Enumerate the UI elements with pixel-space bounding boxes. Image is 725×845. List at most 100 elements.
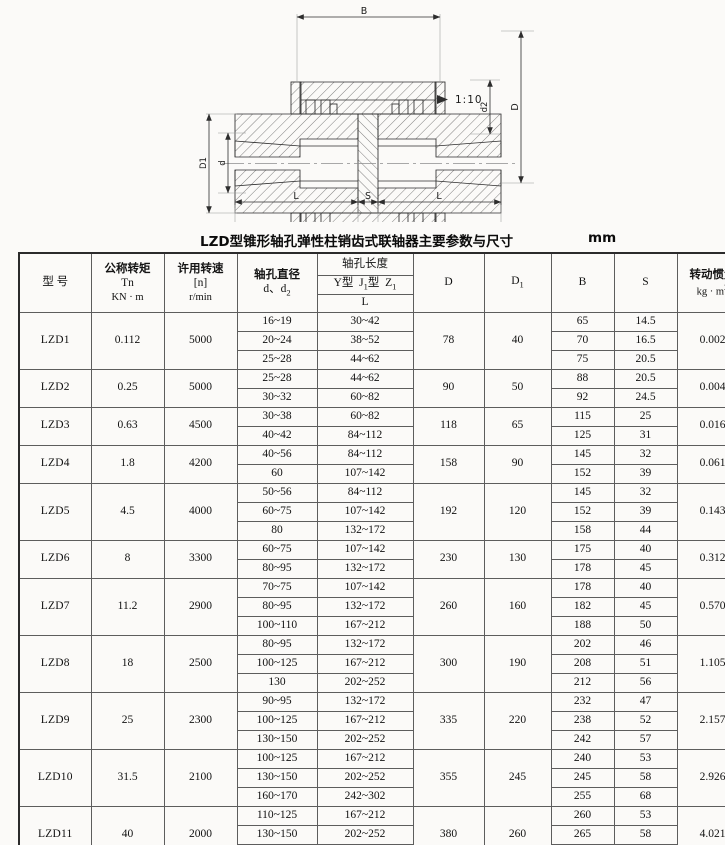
cell-B: 255 — [550, 786, 615, 807]
cell-S: 45 — [613, 558, 678, 579]
table-row: 100~110 167~212 188 50 — [19, 615, 725, 636]
cell-B: 70 — [550, 330, 615, 351]
cell-B: 158 — [550, 520, 615, 541]
cell-speed: 4500 — [163, 406, 238, 446]
cell-S: 57 — [613, 729, 678, 750]
cell-inertia: 0.570 — [676, 577, 725, 636]
cell-bore_L: 84~112 — [316, 425, 414, 446]
table-row: 100~125 167~212 238 52 — [19, 710, 725, 731]
cell-bore_L: 30~42 — [316, 311, 414, 332]
cell-torque: 40 — [90, 805, 165, 845]
cell-torque: 18 — [90, 634, 165, 693]
cell-torque: 0.63 — [90, 406, 165, 446]
header-speed-symbol: [n] — [193, 276, 208, 289]
table-row: 130~150 202~252 265 58 — [19, 824, 725, 845]
cell-bore_d: 130~150 — [236, 824, 318, 845]
table-row: LZD11 40 2000 110~125 167~212 380 260 260 53 4.02… — [18, 805, 725, 845]
cell-bore_d: 110~125 — [236, 805, 318, 826]
cell-B: 182 — [550, 596, 615, 617]
cell-torque: 25 — [90, 691, 165, 750]
cell-B: 88 — [550, 368, 615, 389]
cell-B: 212 — [550, 672, 615, 693]
cell-bore_d: 160~170 — [236, 786, 318, 807]
cell-S: 46 — [613, 634, 678, 655]
table-row: LZD7 11.2 2900 70~75 107~142 260 160 178 40 0.570… — [18, 577, 725, 636]
cell-bore_d: 80 — [236, 520, 318, 541]
cell-speed: 2300 — [163, 691, 238, 750]
cell-bore_L: 60~82 — [316, 387, 414, 408]
cell-model: LZD9 — [18, 691, 92, 750]
cell-B: 152 — [550, 463, 615, 484]
cell-S: 25 — [613, 406, 678, 427]
header-inertia-unit: kg · m2 — [696, 282, 725, 298]
cell-D: 230 — [412, 539, 485, 579]
cell-S: 24.5 — [613, 387, 678, 408]
cell-bore_d: 130~150 — [236, 729, 318, 750]
table-title-row: LZD型锥形轴孔弹性柱销齿式联轴器主要参数与尺寸 mm — [0, 228, 725, 250]
header-speed-unit: r/min — [189, 291, 212, 303]
cell-bore_d: 30~32 — [236, 387, 318, 408]
cell-D: 158 — [412, 444, 485, 484]
cell-D: 78 — [412, 311, 485, 370]
cell-B: 202 — [550, 634, 615, 655]
coupling-cross-section-drawing: B 1:10 D d2 D1 d L S L — [0, 0, 725, 222]
dimension-label-L-left: L — [293, 191, 299, 202]
cell-bore_d: 80~95 — [236, 596, 318, 617]
cell-D1: 50 — [483, 368, 552, 408]
cell-bore_L: 107~142 — [316, 463, 414, 484]
cell-inertia: 0.002 — [676, 311, 725, 370]
cell-speed: 2900 — [163, 577, 238, 636]
cell-S: 16.5 — [613, 330, 678, 351]
cell-bore_L: 107~142 — [316, 539, 414, 560]
cell-B: 178 — [550, 558, 615, 579]
header-bore-diameter-cn: 轴孔直径 — [254, 267, 300, 282]
cell-B: 145 — [550, 444, 615, 465]
cell-bore_d: 60~75 — [236, 501, 318, 522]
cell-D1: 220 — [483, 691, 552, 750]
cell-bore_d: 100~125 — [236, 748, 318, 769]
cell-B: 65 — [550, 311, 615, 332]
cell-bore_d: 70~75 — [236, 577, 318, 598]
cell-S: 39 — [613, 501, 678, 522]
cell-B: 232 — [550, 691, 615, 712]
cell-S: 50 — [613, 615, 678, 636]
header-torque-cn: 公称转矩 — [104, 260, 151, 275]
cell-B: 245 — [550, 767, 615, 788]
cell-torque: 4.5 — [90, 482, 165, 541]
dimension-label-L-right: L — [436, 191, 442, 202]
cell-S: 53 — [613, 805, 678, 826]
cell-bore_d: 100~125 — [236, 710, 318, 731]
specification-table: 型 号 公称转矩 Tn KN · m 许用转速 [n] r/min — [18, 252, 725, 845]
cell-S: 20.5 — [613, 368, 678, 389]
cell-B: 178 — [550, 577, 615, 598]
cell-speed: 3300 — [163, 539, 238, 579]
cell-B: 75 — [550, 349, 615, 370]
header-D: D — [412, 252, 485, 313]
header-bore-length-symbol: L — [316, 293, 414, 313]
cell-speed: 4200 — [163, 444, 238, 484]
cell-bore_d: 80~95 — [236, 634, 318, 655]
cell-S: 39 — [613, 463, 678, 484]
cell-inertia: 2.157 — [676, 691, 725, 750]
cell-S: 20.5 — [613, 349, 678, 370]
cell-bore_d: 100~110 — [236, 615, 318, 636]
cell-bore_L: 167~212 — [316, 615, 414, 636]
cell-D1: 120 — [483, 482, 552, 541]
cell-model: LZD8 — [18, 634, 92, 693]
table-unit-label: mm — [588, 230, 617, 246]
cell-D: 192 — [412, 482, 485, 541]
cell-S: 45 — [613, 596, 678, 617]
cell-S: 52 — [613, 710, 678, 731]
cell-bore_L: 167~212 — [316, 748, 414, 769]
cell-bore_L: 202~252 — [316, 729, 414, 750]
cell-S: 47 — [613, 691, 678, 712]
cell-B: 260 — [550, 805, 615, 826]
cell-D1: 160 — [483, 577, 552, 636]
table-row: LZD10.112500016~1930~4278406514.50.0022.… — [18, 311, 725, 370]
table-row: 80~95 132~172 182 45 — [19, 596, 725, 617]
cell-D1: 65 — [483, 406, 552, 446]
cell-torque: 8 — [90, 539, 165, 579]
cell-B: 238 — [550, 710, 615, 731]
header-torque: 公称转矩 Tn KN · m — [90, 252, 165, 313]
